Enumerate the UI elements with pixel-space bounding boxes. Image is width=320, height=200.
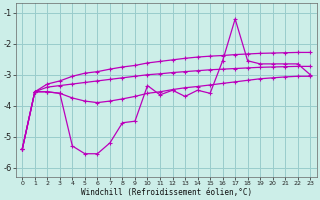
X-axis label: Windchill (Refroidissement éolien,°C): Windchill (Refroidissement éolien,°C) <box>81 188 252 197</box>
